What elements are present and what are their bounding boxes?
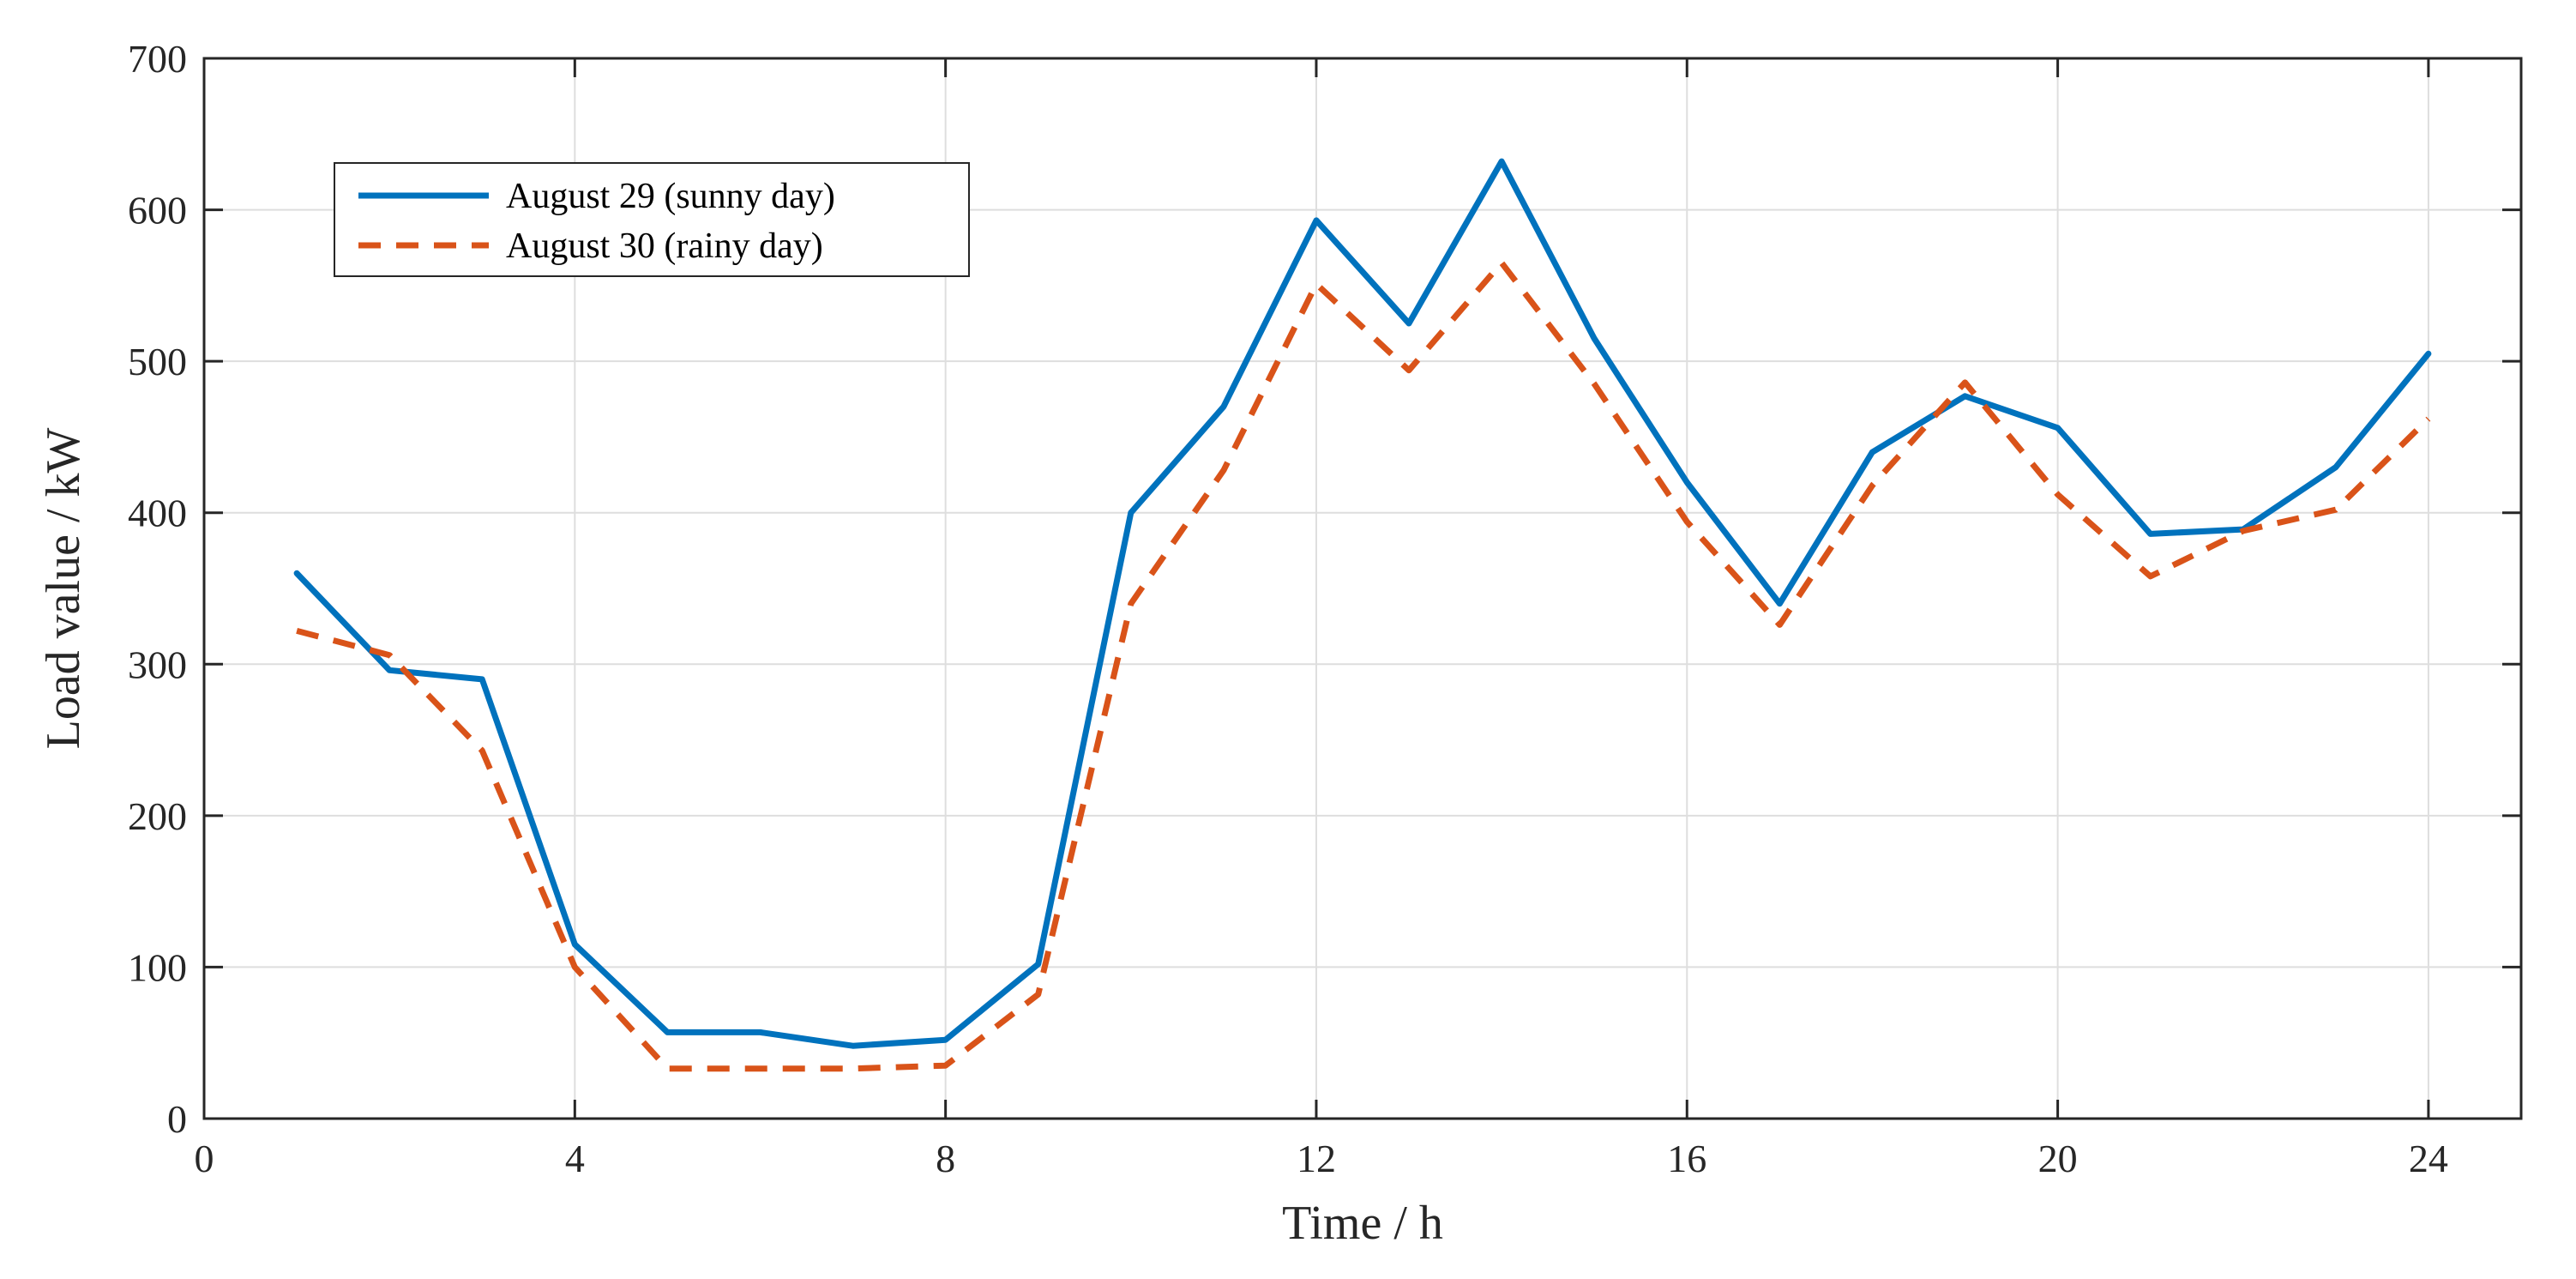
y-tick-label: 300 — [128, 643, 187, 686]
legend-box — [334, 162, 970, 277]
y-axis-title: Load value / kW — [37, 427, 90, 749]
y-tick-label: 700 — [128, 37, 187, 81]
x-tick-label: 16 — [1667, 1137, 1706, 1180]
series-line-sunny — [293, 158, 2432, 1049]
tick-labels: 0 4 8 12 16 20 24 0 100 200 300 400 500 600 700 — [128, 37, 2448, 1180]
legend-label-rainy: August 30 (rainy day) — [506, 226, 823, 266]
x-tick-label: 24 — [2409, 1137, 2448, 1180]
x-tick-label: 0 — [195, 1137, 214, 1180]
legend: August 29 (sunny day) August 30 (rainy d… — [334, 162, 970, 277]
x-tick-label: 20 — [2038, 1137, 2078, 1180]
x-tick-label: 4 — [565, 1137, 585, 1180]
y-tick-label: 100 — [128, 945, 187, 989]
y-tick-label: 400 — [128, 492, 187, 535]
series-lines — [293, 158, 2432, 1072]
y-tick-label: 600 — [128, 189, 187, 232]
x-tick-label: 8 — [936, 1137, 955, 1180]
y-tick-label: 200 — [128, 794, 187, 838]
y-tick-label: 500 — [128, 340, 187, 383]
y-tick-label: 0 — [167, 1097, 187, 1141]
x-axis-title: Time / h — [1282, 1197, 1443, 1250]
axes-frame — [202, 57, 2523, 1120]
series-line-rainy — [296, 259, 2431, 1072]
legend-label-sunny: August 29 (sunny day) — [506, 177, 835, 216]
x-tick-label: 12 — [1297, 1137, 1336, 1180]
